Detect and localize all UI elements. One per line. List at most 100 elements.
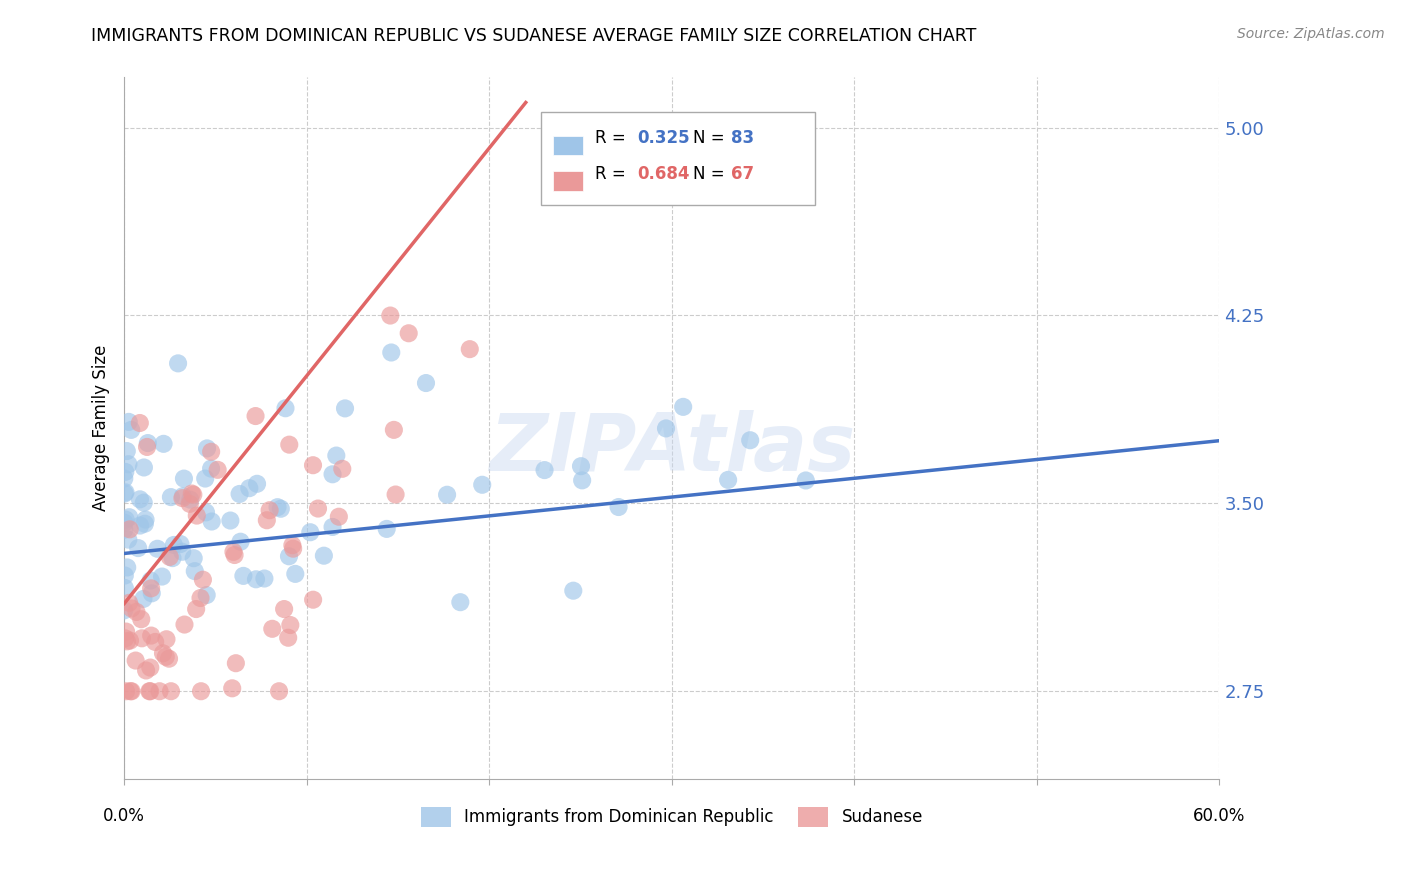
Point	[139, 660, 162, 674]
Point	[114, 485, 136, 500]
Point	[229, 534, 252, 549]
Point	[132, 496, 155, 510]
Text: 0.0%: 0.0%	[103, 807, 145, 825]
Point	[115, 684, 138, 698]
Point	[190, 684, 212, 698]
Text: N =: N =	[693, 129, 730, 147]
Point	[278, 618, 301, 632]
Point	[195, 505, 218, 519]
Point	[114, 516, 136, 530]
Point	[270, 501, 292, 516]
Point	[136, 436, 159, 450]
Point	[330, 462, 353, 476]
Point	[148, 684, 170, 698]
Point	[245, 409, 267, 423]
Point	[794, 474, 817, 488]
Point	[167, 356, 190, 370]
Text: R =: R =	[595, 165, 631, 183]
Point	[278, 437, 301, 451]
Point	[299, 525, 322, 540]
Point	[266, 500, 288, 515]
Point	[117, 457, 139, 471]
Point	[325, 449, 347, 463]
Point	[246, 476, 269, 491]
Point	[195, 442, 218, 456]
Point	[152, 646, 174, 660]
Point	[112, 523, 135, 537]
Point	[533, 463, 555, 477]
Point	[277, 631, 299, 645]
Text: Source: ZipAtlas.com: Source: ZipAtlas.com	[1237, 27, 1385, 41]
Point	[380, 345, 402, 359]
Point	[121, 601, 143, 615]
Point	[333, 401, 356, 416]
Point	[302, 592, 325, 607]
Point	[415, 376, 437, 390]
Point	[259, 503, 281, 517]
Point	[115, 624, 138, 639]
Point	[160, 684, 183, 698]
Point	[207, 463, 229, 477]
Point	[222, 545, 245, 559]
Text: 0.684: 0.684	[637, 165, 689, 183]
Point	[328, 509, 350, 524]
Point	[146, 541, 169, 556]
Point	[571, 473, 593, 487]
Point	[162, 551, 184, 566]
Point	[190, 591, 212, 605]
Point	[740, 434, 762, 448]
Point	[114, 632, 136, 646]
Point	[278, 549, 301, 564]
Point	[135, 512, 157, 526]
Point	[201, 515, 224, 529]
Point	[129, 518, 152, 533]
Text: 0.325: 0.325	[637, 129, 689, 147]
Point	[114, 513, 136, 527]
Point	[284, 566, 307, 581]
Point	[191, 573, 214, 587]
Point	[136, 440, 159, 454]
Point	[114, 581, 136, 595]
Point	[125, 605, 148, 619]
Point	[655, 421, 678, 435]
Point	[112, 471, 135, 485]
Point	[398, 326, 420, 341]
Point	[267, 684, 290, 698]
Point	[124, 654, 146, 668]
Point	[232, 569, 254, 583]
Point	[382, 423, 405, 437]
Point	[139, 684, 162, 698]
Legend: Immigrants from Dominican Republic, Sudanese: Immigrants from Dominican Republic, Suda…	[413, 800, 929, 834]
Point	[118, 415, 141, 429]
Point	[115, 634, 138, 648]
Point	[183, 551, 205, 566]
Point	[322, 520, 344, 534]
Point	[118, 510, 141, 524]
Point	[281, 538, 304, 552]
Point	[717, 473, 740, 487]
Point	[221, 681, 243, 696]
Point	[141, 586, 163, 600]
Point	[194, 471, 217, 485]
Point	[179, 497, 201, 511]
Point	[384, 487, 406, 501]
Point	[173, 617, 195, 632]
Point	[128, 416, 150, 430]
Point	[114, 568, 136, 582]
Point	[449, 595, 471, 609]
Point	[150, 569, 173, 583]
Point	[184, 564, 207, 578]
Point	[120, 684, 142, 698]
Point	[155, 649, 177, 664]
Point	[436, 488, 458, 502]
Point	[274, 401, 297, 416]
Point	[152, 437, 174, 451]
Point	[180, 486, 202, 500]
Y-axis label: Average Family Size: Average Family Size	[93, 345, 110, 511]
Point	[607, 500, 630, 514]
Point	[134, 516, 156, 531]
Point	[141, 629, 163, 643]
Point	[172, 491, 194, 505]
Point	[143, 635, 166, 649]
Point	[380, 309, 402, 323]
